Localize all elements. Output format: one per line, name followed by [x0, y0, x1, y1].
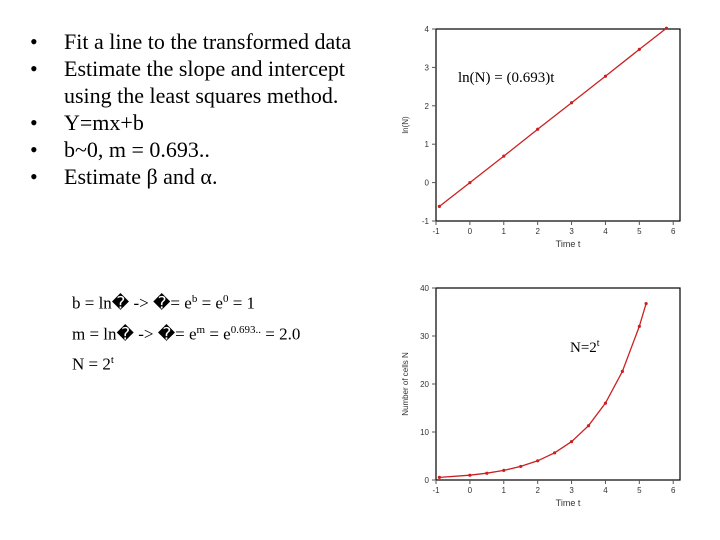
data-line	[439, 27, 667, 207]
formula-text: m = ln� -> �= e	[72, 324, 197, 344]
formula-text: N = 2	[72, 354, 111, 374]
data-point	[603, 401, 608, 405]
bullet-item: • Fit a line to the transformed data	[30, 28, 370, 55]
data-point	[644, 301, 648, 306]
x-tick-label: 1	[502, 227, 507, 236]
bullet-dot: •	[30, 56, 38, 81]
y-axis-label: Number of cells N	[401, 352, 410, 416]
data-point	[468, 181, 472, 185]
x-tick-label: 6	[671, 486, 676, 495]
y-tick-label: 3	[425, 63, 430, 72]
bullet-text: Estimate β and α.	[64, 164, 218, 189]
data-point	[553, 451, 557, 455]
data-point	[468, 473, 472, 477]
formula-text: = 1	[228, 293, 256, 313]
formula-text: = 2.0	[260, 324, 301, 344]
x-tick-label: 5	[637, 227, 642, 236]
y-tick-label: -1	[422, 217, 430, 226]
data-point	[569, 440, 574, 444]
y-tick-label: 0	[425, 179, 430, 188]
x-tick-label: 2	[535, 486, 540, 495]
x-tick-label: 2	[535, 227, 540, 236]
x-axis-label: Time t	[556, 498, 581, 508]
data-point	[637, 47, 641, 51]
data-point	[603, 74, 608, 78]
data-point	[620, 369, 624, 373]
y-tick-label: 40	[420, 284, 429, 293]
formula-text: b = ln� -> �= e	[72, 293, 192, 313]
x-tick-label: 6	[671, 227, 676, 236]
bullet-item: • Estimate the slope and intercept using …	[30, 55, 370, 109]
bullet-text: Estimate the slope and intercept using t…	[64, 56, 346, 108]
bullet-text: Y=mx+b	[64, 110, 144, 135]
y-tick-label: 2	[425, 102, 430, 111]
data-point	[502, 468, 506, 472]
equation-annotation: ln(N) = (0.693)t	[458, 70, 555, 86]
x-tick-label: -1	[432, 227, 440, 236]
equation-annotation: N=2t	[570, 338, 600, 356]
formula-text: = e	[197, 293, 223, 313]
log-line-chart: -1 0 1 2 3 4 5 6 -1 0 1 2 3 4 Time t ln(N) ln(N) = (0.69…	[396, 23, 686, 253]
x-tick-label: 4	[603, 227, 608, 236]
exponential-growth-chart: -1 0 1 2 3 4 5 6 0 10 20 30 40 Time t Number of cells …	[396, 282, 686, 512]
x-tick-label: -1	[432, 486, 440, 495]
y-tick-label: 0	[425, 476, 430, 485]
formula-line-n: N = 2t	[72, 347, 300, 378]
y-tick-label: 4	[425, 25, 430, 34]
data-point	[536, 127, 540, 131]
x-tick-label: 3	[569, 486, 574, 495]
x-tick-label: 5	[637, 486, 642, 495]
bullet-dot: •	[30, 29, 38, 54]
data-point	[437, 204, 441, 209]
data-point	[586, 424, 591, 428]
x-axis-label: Time t	[556, 239, 581, 249]
formula-sup: 0	[222, 293, 229, 305]
formula-sup: 0.693..	[230, 323, 261, 336]
chart-svg: -1 0 1 2 3 4 5 6 -1 0 1 2 3 4 Time t ln(N) ln(N) = (0.69…	[401, 25, 681, 249]
y-tick-label: 20	[420, 380, 429, 389]
y-axis-label: ln(N)	[401, 116, 410, 134]
bullet-dot: •	[30, 110, 38, 135]
bullet-list: • Fit a line to the transformed data • Est…	[30, 28, 370, 190]
formula-sup: t	[110, 354, 114, 367]
x-tick-label: 1	[502, 486, 507, 495]
data-point	[664, 26, 669, 30]
bullet-item: • b~0, m = 0.693..	[30, 136, 370, 163]
bullet-text: Fit a line to the transformed data	[64, 29, 352, 54]
bullet-item: • Y=mx+b	[30, 109, 370, 136]
data-point	[569, 101, 574, 105]
bullet-text: b~0, m = 0.693..	[64, 137, 210, 162]
data-point	[502, 154, 506, 158]
formula-text: = e	[205, 324, 231, 344]
bullet-dot: •	[30, 137, 38, 162]
plot-frame	[435, 28, 681, 222]
bullet-dot: •	[30, 164, 38, 189]
x-tick-label: 3	[569, 227, 574, 236]
y-tick-label: 1	[425, 140, 430, 149]
formula-sup: b	[191, 293, 198, 305]
data-point	[536, 459, 540, 463]
data-point	[485, 471, 489, 475]
data-point	[437, 475, 441, 480]
data-point	[637, 324, 641, 328]
y-tick-label: 30	[420, 332, 429, 341]
formula-block: b = ln� -> �= eb = e0 = 1 m = ln� -> �= …	[72, 286, 300, 378]
x-tick-label: 0	[468, 227, 473, 236]
formula-line-m: m = ln� -> �= em = e0.693.. = 2.0	[72, 317, 300, 348]
formula-sup: m	[196, 323, 206, 336]
x-tick-label: 4	[603, 486, 608, 495]
plot-frame	[435, 287, 681, 481]
x-tick-label: 0	[468, 486, 473, 495]
formula-line-b: b = ln� -> �= eb = e0 = 1	[72, 286, 300, 317]
bullet-item: • Estimate β and α.	[30, 163, 370, 190]
y-tick-label: 10	[420, 428, 429, 437]
data-point	[519, 464, 523, 469]
